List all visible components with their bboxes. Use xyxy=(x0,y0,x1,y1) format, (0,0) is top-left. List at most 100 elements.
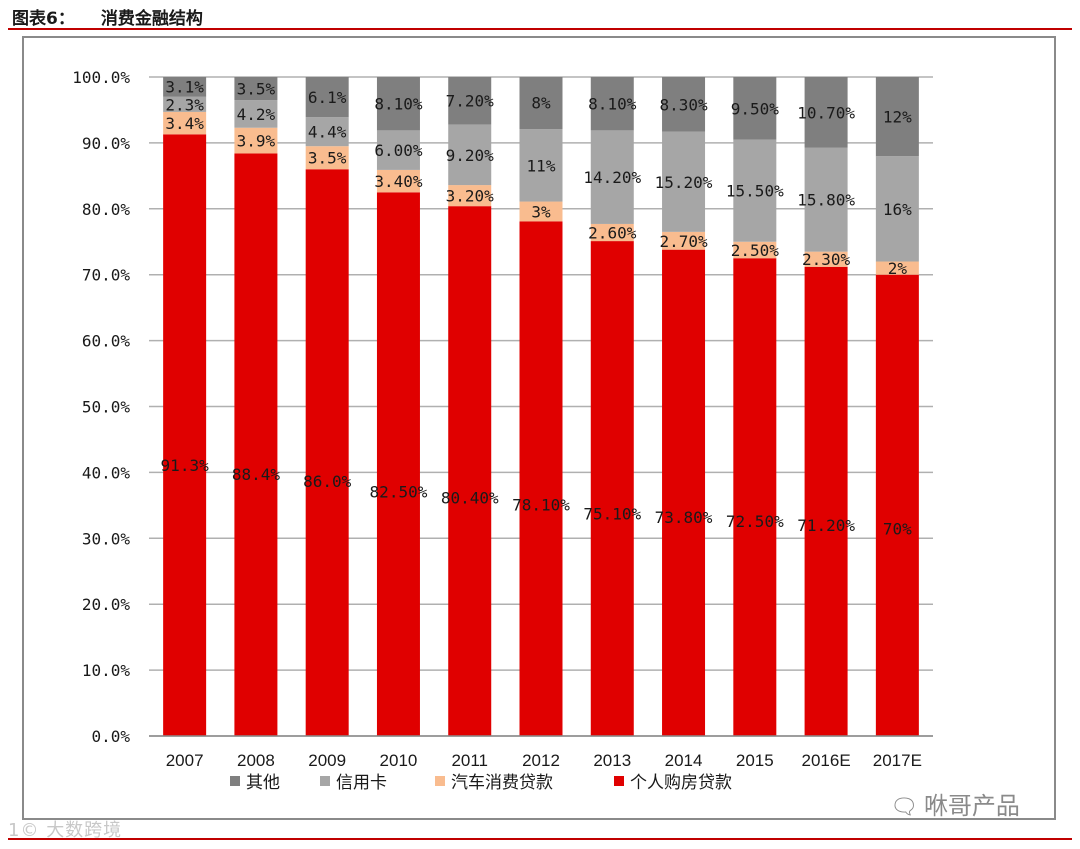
data-label: 14.20% xyxy=(583,168,641,187)
data-label: 8.10% xyxy=(588,95,637,114)
y-tick-label: 40.0% xyxy=(82,463,131,482)
data-label: 10.70% xyxy=(797,103,855,122)
data-label: 4.2% xyxy=(237,105,276,124)
bar-segment xyxy=(733,258,777,736)
data-label: 7.20% xyxy=(446,92,495,111)
bar-segment xyxy=(662,249,706,736)
x-tick-label: 2009 xyxy=(308,751,346,770)
watermark-left-mark: 1© xyxy=(8,820,40,841)
watermark-right: 🗨 咻哥产品 xyxy=(890,786,1020,821)
bar-segment xyxy=(448,206,492,736)
y-tick-label: 50.0% xyxy=(82,398,131,417)
data-label: 82.50% xyxy=(370,482,428,501)
data-label: 9.20% xyxy=(446,146,495,165)
data-label: 11% xyxy=(527,156,556,175)
y-tick-label: 80.0% xyxy=(82,200,131,219)
data-label: 2.3% xyxy=(165,95,204,114)
wechat-icon: 🗨 xyxy=(890,795,918,820)
data-label: 71.20% xyxy=(797,516,855,535)
bar-segment xyxy=(590,223,634,242)
data-label: 3% xyxy=(531,202,551,221)
bar-segment xyxy=(234,127,278,154)
bar-segment xyxy=(733,241,777,259)
data-label: 3.1% xyxy=(165,78,204,97)
data-label: 3.5% xyxy=(308,149,347,168)
data-label: 16% xyxy=(883,200,912,219)
bar-segment xyxy=(448,185,492,207)
data-label: 72.50% xyxy=(726,512,784,531)
data-label: 2% xyxy=(888,259,908,278)
bar-segment xyxy=(733,139,777,242)
x-tick-label: 2015 xyxy=(736,751,774,770)
y-tick-label: 30.0% xyxy=(82,529,131,548)
y-tick-label: 0.0% xyxy=(91,727,130,746)
bar-segment xyxy=(519,201,563,222)
data-label: 88.4% xyxy=(232,465,281,484)
data-label: 12% xyxy=(883,108,912,127)
x-tick-label: 2014 xyxy=(665,751,703,770)
bar-segment xyxy=(804,77,848,148)
bar-segment xyxy=(376,130,420,170)
y-tick-label: 10.0% xyxy=(82,661,131,680)
watermark-left-text: 大数跨境 xyxy=(46,820,123,841)
data-label: 80.40% xyxy=(441,489,499,508)
bar-segment xyxy=(662,77,706,132)
legend-label: 信用卡 xyxy=(336,773,387,793)
x-tick-label: 2010 xyxy=(380,751,418,770)
data-label: 15.80% xyxy=(797,191,855,210)
bar-segment xyxy=(804,147,848,252)
data-label: 75.10% xyxy=(583,504,641,523)
data-label: 86.0% xyxy=(303,472,352,491)
x-tick-label: 2008 xyxy=(237,751,275,770)
data-label: 2.60% xyxy=(588,224,637,243)
bar-segment xyxy=(376,169,420,193)
data-label: 3.5% xyxy=(237,80,276,99)
data-label: 15.20% xyxy=(655,173,713,192)
bar-segment xyxy=(234,100,278,128)
data-label: 8% xyxy=(531,94,551,113)
data-label: 91.3% xyxy=(161,456,210,475)
bar-segment xyxy=(519,129,563,202)
bar-segment xyxy=(590,130,634,224)
bar-segment xyxy=(376,77,420,131)
data-label: 2.70% xyxy=(659,232,708,251)
figure-title: 消费金融结构 xyxy=(100,9,203,29)
bar-segment xyxy=(733,77,777,140)
legend-swatch xyxy=(230,776,240,786)
bar-segment xyxy=(163,111,207,135)
data-label: 78.10% xyxy=(512,495,570,514)
legend-swatch xyxy=(320,776,330,786)
x-tick-label: 2016E xyxy=(802,751,851,770)
data-label: 15.50% xyxy=(726,182,784,201)
y-tick-label: 20.0% xyxy=(82,595,131,614)
bar-segment xyxy=(163,77,207,97)
bar-segment xyxy=(163,96,207,112)
bar-segment xyxy=(305,169,349,736)
watermark-left: 1© 大数跨境 xyxy=(8,816,122,842)
bar-segment xyxy=(875,261,919,275)
y-tick-label: 100.0% xyxy=(72,68,130,87)
x-tick-label: 2011 xyxy=(451,751,488,770)
bar-segment xyxy=(590,77,634,131)
bar-segment xyxy=(448,124,492,186)
bar-segment xyxy=(662,131,706,232)
legend-label: 汽车消费贷款 xyxy=(451,773,553,793)
data-label: 3.9% xyxy=(237,132,276,151)
data-label: 8.30% xyxy=(659,95,708,114)
watermark-right-text: 咻哥产品 xyxy=(923,792,1020,820)
bar-segment xyxy=(305,77,349,118)
data-label: 3.20% xyxy=(446,187,495,206)
x-tick-label: 2012 xyxy=(522,751,560,770)
top-rule xyxy=(8,28,1072,30)
legend-label: 其他 xyxy=(246,773,280,793)
y-tick-label: 60.0% xyxy=(82,332,131,351)
legend-swatch xyxy=(435,776,445,786)
data-label: 2.30% xyxy=(802,250,851,269)
bar-segment xyxy=(163,134,207,736)
x-tick-label: 2013 xyxy=(593,751,631,770)
bar-segment xyxy=(875,77,919,157)
bar-segment xyxy=(305,117,349,147)
x-tick-label: 2017E xyxy=(873,751,922,770)
bar-segment xyxy=(875,156,919,262)
